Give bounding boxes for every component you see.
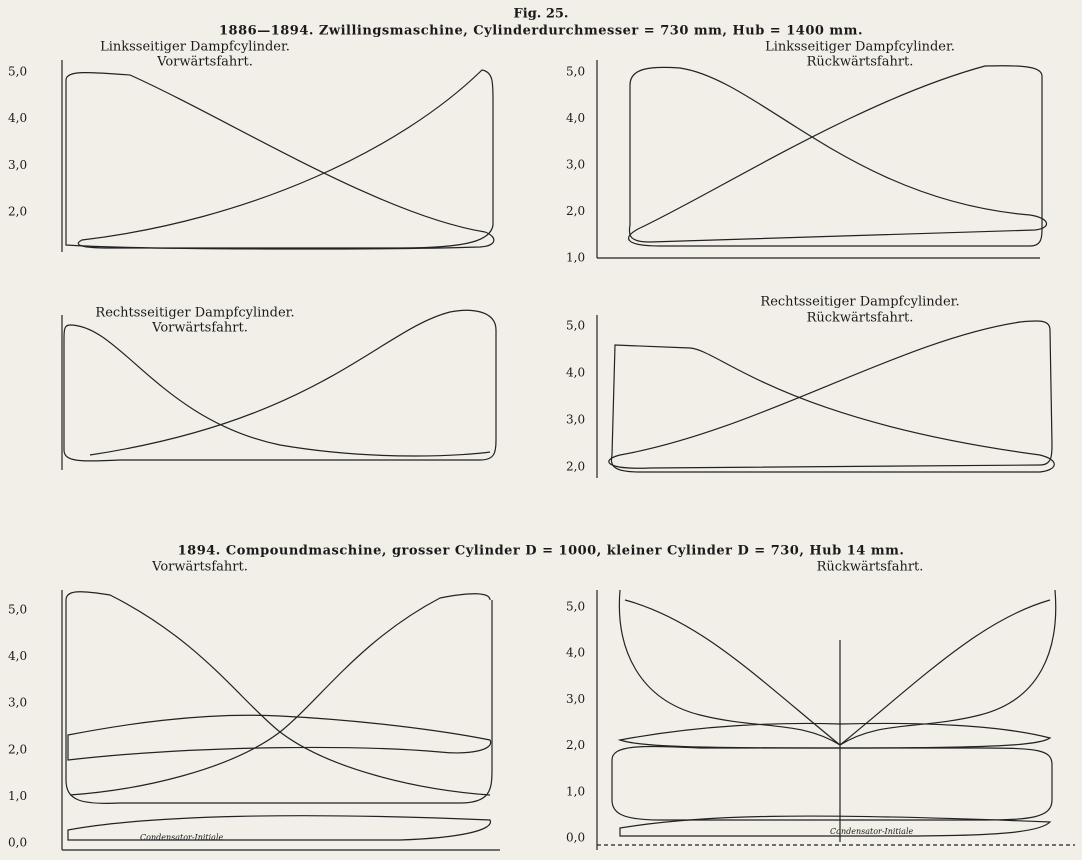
panel-subtitle: Vorwärtsfahrt. xyxy=(151,560,248,575)
axis-label: 1,0 xyxy=(566,251,585,265)
diagram-lines xyxy=(61,60,1075,851)
axis-label: 4,0 xyxy=(8,649,27,663)
axis-label: 3,0 xyxy=(566,158,585,172)
section-title: 1886—1894. Zwillingsmaschine, Cylinderdu… xyxy=(219,24,863,39)
panel-subtitle: Vorwärtsfahrt. xyxy=(151,321,248,336)
panel-title: Rechtsseitiger Dampfcylinder. xyxy=(760,295,959,310)
panel-subtitle: Vorwärtsfahrt. xyxy=(156,55,253,70)
section-title: 1894. Compoundmaschine, grosser Cylinder… xyxy=(178,544,905,559)
axis-label: 0,0 xyxy=(8,836,27,850)
axis-label: 3,0 xyxy=(8,158,27,172)
axis-label: 2,0 xyxy=(8,205,27,219)
axis-label: 4,0 xyxy=(8,111,27,125)
axis-label: 4,0 xyxy=(566,646,585,660)
panel-title: Rechtsseitiger Dampfcylinder. xyxy=(95,306,294,321)
panel-title: Linksseitiger Dampfcylinder. xyxy=(100,40,290,55)
axis-label: 5,0 xyxy=(566,600,585,614)
axis-label: 2,0 xyxy=(8,742,27,756)
axis-label: 3,0 xyxy=(566,413,585,427)
panel-subtitle: Rückwärtsfahrt. xyxy=(817,560,924,575)
axis-label: 5,0 xyxy=(8,65,27,79)
axis-label: 2,0 xyxy=(566,738,585,752)
axis-label: 4,0 xyxy=(566,111,585,125)
axis-label: 1,0 xyxy=(8,789,27,803)
axis-label: 2,0 xyxy=(566,204,585,218)
axis-label: 1,0 xyxy=(566,784,585,798)
axis-label: 0,0 xyxy=(566,831,585,845)
axis-label: 5,0 xyxy=(566,65,585,79)
axis-label: 5,0 xyxy=(566,319,585,333)
panel-title: Linksseitiger Dampfcylinder. xyxy=(765,40,955,55)
annotation: Condensator-Initiale xyxy=(140,833,224,842)
panel-subtitle: Rückwärtsfahrt. xyxy=(807,311,914,326)
annotation: Condensator-Initiale xyxy=(830,827,914,836)
axis-label: 3,0 xyxy=(566,692,585,706)
axis-label: 4,0 xyxy=(566,366,585,380)
panel-subtitle: Rückwärtsfahrt. xyxy=(807,55,914,70)
figure-label: Fig. 25. xyxy=(514,7,569,22)
axis-label: 2,0 xyxy=(566,460,585,474)
axis-label: 5,0 xyxy=(8,603,27,617)
axis-label: 3,0 xyxy=(8,696,27,710)
